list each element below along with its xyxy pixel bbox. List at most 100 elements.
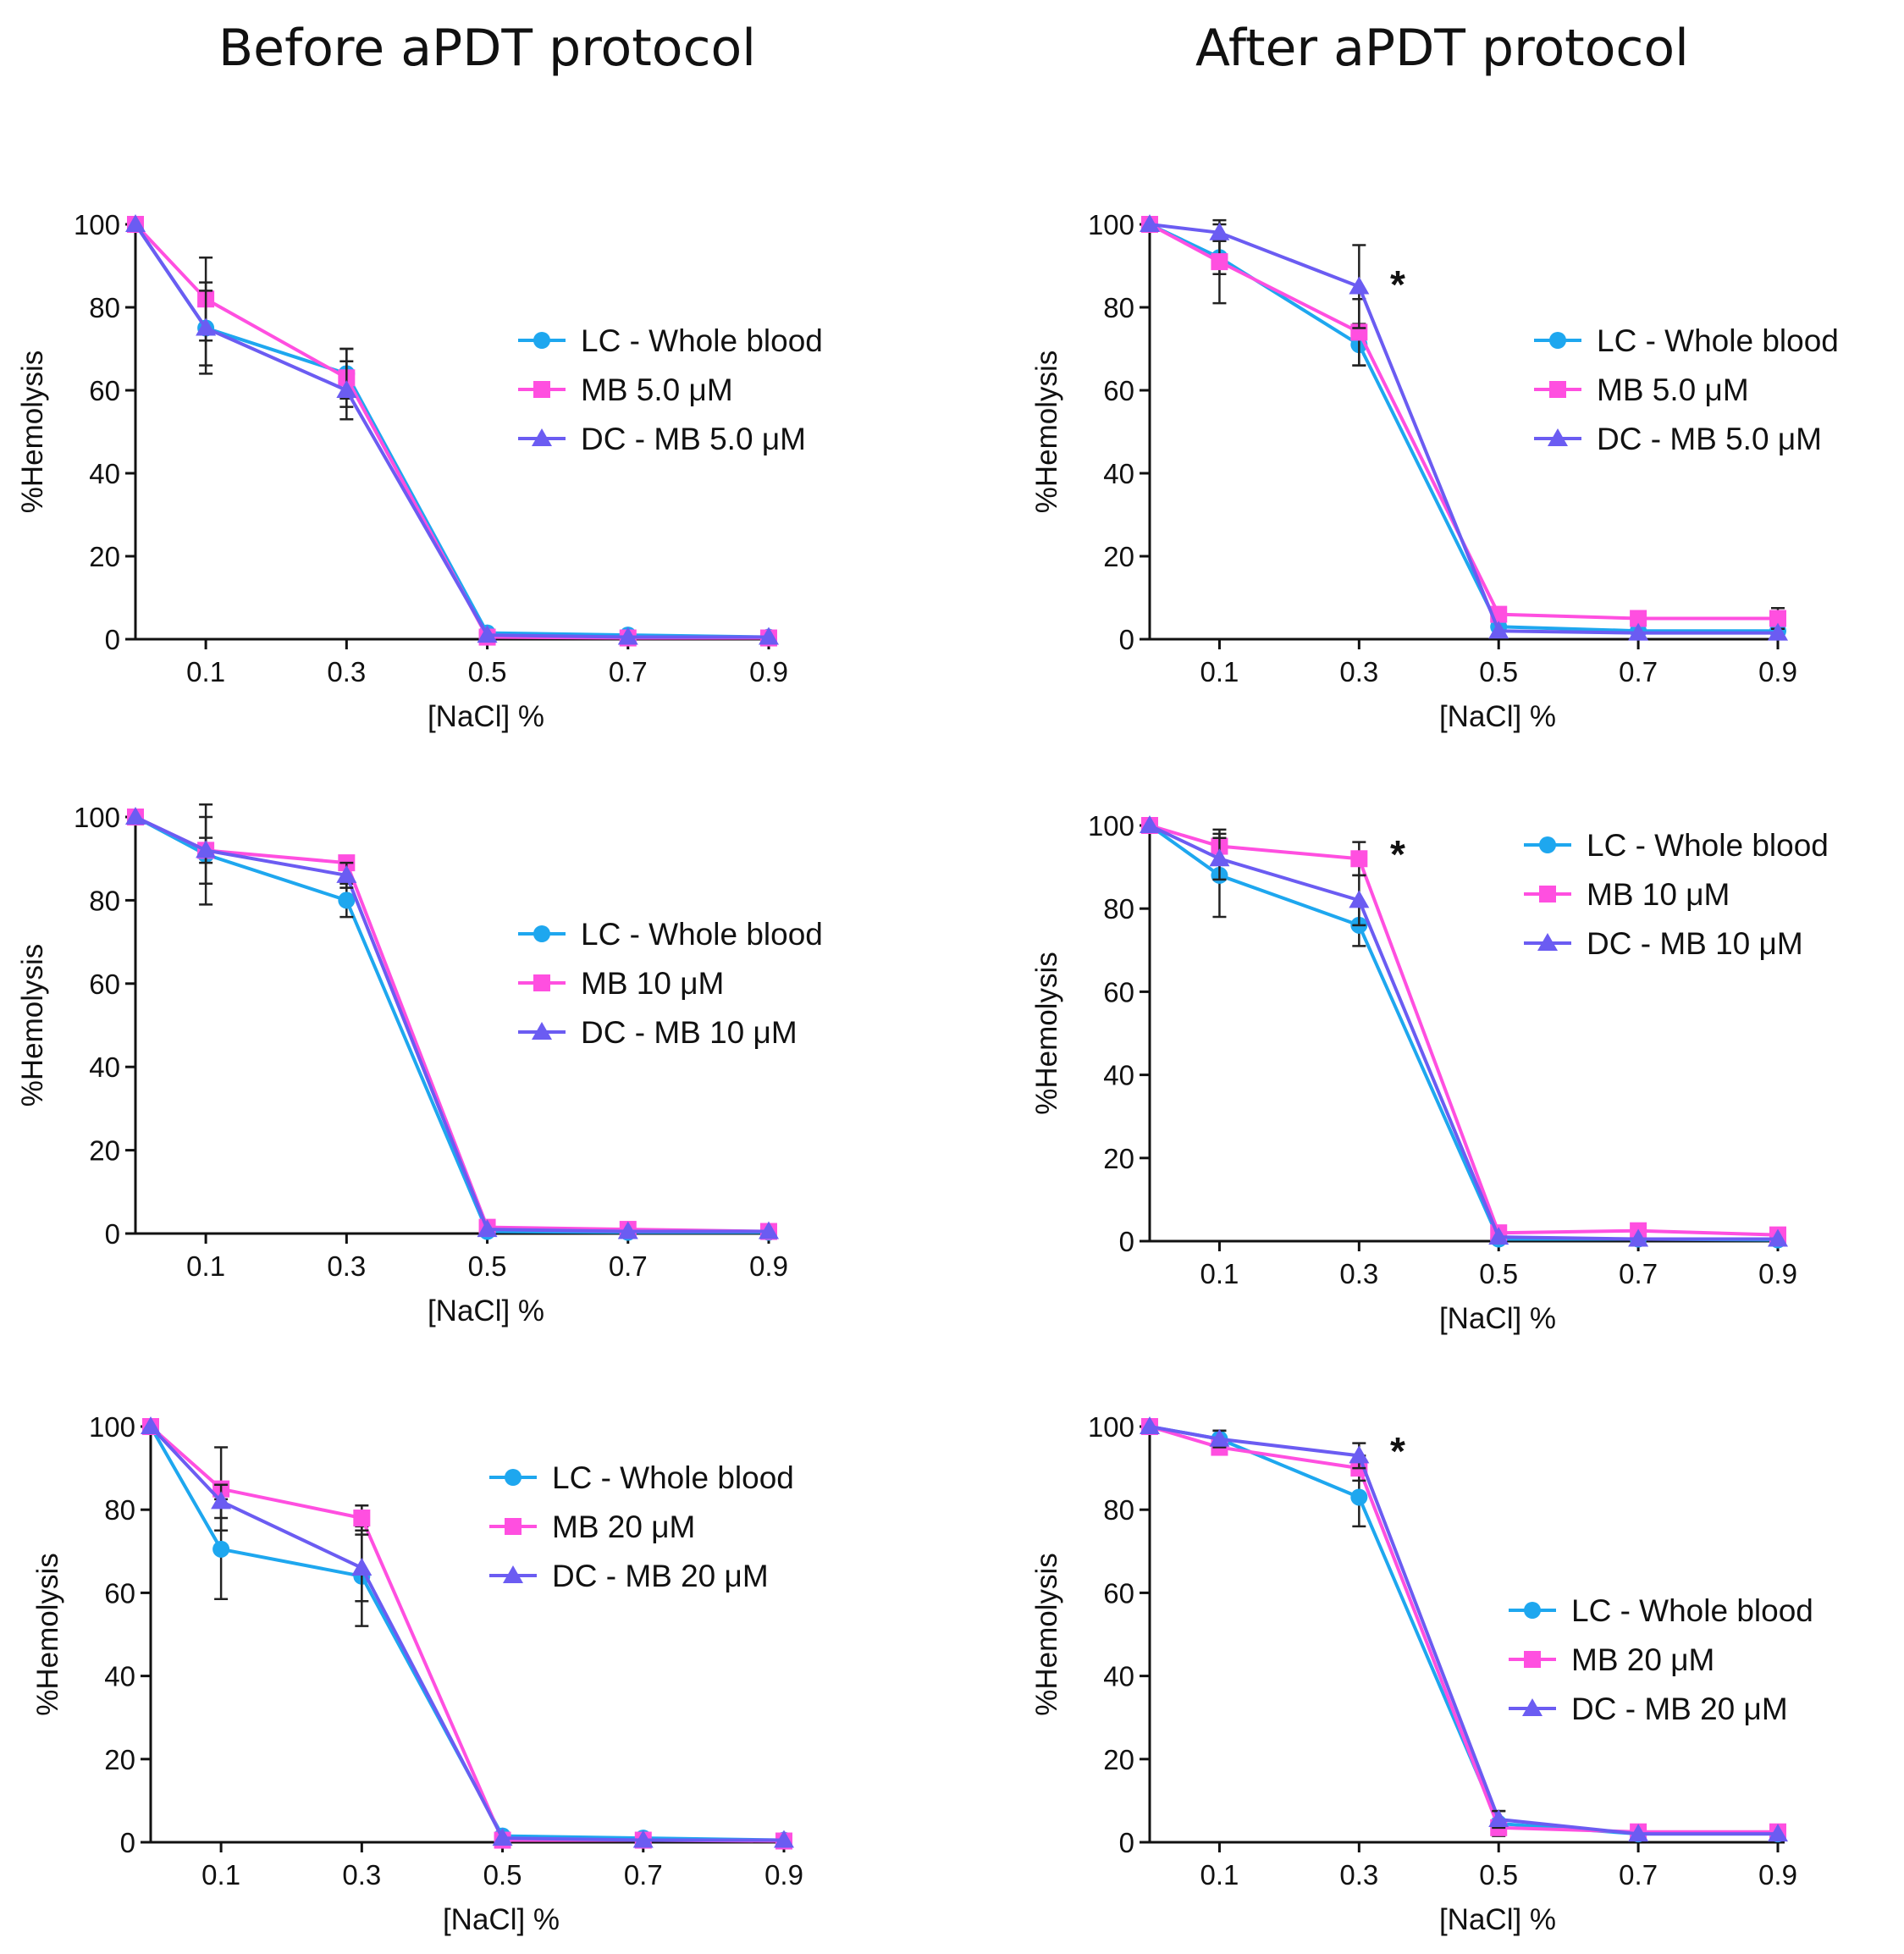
chart-panel-before-10: 0 20 40 60 80 100 0.1 0.3 0.5 0.7 0.9 [NaCl] % %Hemo… [16,802,823,1328]
y-tick-label: 80 [1103,292,1134,323]
significance-marker: * [1390,1429,1405,1473]
x-tick-label: 0.5 [1479,1258,1518,1289]
y-axis-label: %Hemolysis [1030,952,1063,1115]
legend-marker [1539,886,1556,902]
y-tick-label: 40 [104,1661,135,1692]
legend: LC - Whole blood MB 20 μM DC - MB 20 μM [489,1460,794,1593]
data-point [1349,890,1370,908]
x-tick-label: 0.3 [1339,656,1378,687]
legend-marker [533,332,550,349]
y-tick-label: 80 [1103,893,1134,925]
x-tick-label: 0.3 [327,1250,366,1282]
x-tick-label: 0.3 [342,1859,381,1891]
legend-marker [1522,1698,1543,1716]
y-tick-label: 20 [1103,541,1134,572]
data-point [1488,1808,1509,1827]
series-2 [1140,1416,1788,1842]
y-tick-label: 20 [104,1744,135,1775]
x-tick-label: 0.7 [1619,656,1658,687]
y-axis-label: %Hemolysis [16,351,49,514]
series-line [149,1425,784,1842]
data-point [632,1830,654,1848]
y-tick-label: 60 [1103,375,1134,406]
y-tick-label: 0 [120,1827,135,1858]
data-point [351,1557,373,1576]
x-axis-label: [NaCl] % [1439,700,1556,733]
x-tick-label: 0.9 [1758,1859,1797,1891]
series-line [1149,1425,1778,1834]
y-axis-label: %Hemolysis [16,944,49,1107]
data-point [141,1416,161,1434]
legend-marker [533,925,550,942]
data-point [1140,214,1160,232]
data-point [1768,1228,1788,1247]
series-2 [141,1416,794,1848]
y-tick-label: 80 [104,1494,135,1526]
data-point [1140,1416,1160,1434]
legend-marker [533,974,550,991]
legend-label: MB 10 μM [581,966,724,1001]
data-point [1628,622,1649,641]
x-tick-label: 0.9 [1758,1258,1797,1289]
x-tick-label: 0.7 [1619,1859,1658,1891]
series-2 [1140,214,1788,641]
x-tick-label: 0.1 [201,1859,240,1891]
series-line [1149,1425,1778,1836]
x-tick-label: 0.3 [1339,1258,1378,1289]
y-tick-label: 60 [1103,1577,1134,1609]
legend: LC - Whole blood MB 10 μM DC - MB 10 μM [1524,828,1829,961]
data-point [1769,610,1786,627]
x-tick-label: 0.7 [609,1250,648,1282]
series-line [1149,223,1778,621]
x-tick-label: 0.5 [468,656,507,687]
data-point [759,1221,779,1239]
legend-marker [1549,381,1566,398]
y-tick-label: 100 [74,209,120,240]
y-axis-label: %Hemolysis [1030,1553,1063,1716]
legend-marker [533,381,550,398]
y-tick-label: 100 [1088,209,1134,240]
y-tick-label: 100 [74,802,120,833]
y-tick-label: 60 [1103,976,1134,1007]
legend-label: DC - MB 10 μM [1587,926,1803,961]
series-2 [125,807,779,1239]
series-2 [1140,815,1788,1247]
x-tick-label: 0.5 [483,1859,522,1891]
legend-marker [505,1518,522,1535]
legend-label: DC - MB 5.0 μM [581,422,806,456]
y-tick-label: 60 [89,969,120,1000]
legend-label: LC - Whole blood [581,323,823,358]
legend-label: LC - Whole blood [1587,828,1829,863]
x-tick-label: 0.9 [764,1859,803,1891]
x-axis-label: [NaCl] % [1439,1903,1556,1936]
legend-label: MB 10 μM [1587,877,1730,912]
y-tick-label: 80 [89,885,120,916]
data-point [1209,848,1230,867]
data-point [1628,1228,1649,1247]
data-point [1140,815,1160,833]
data-point [211,1491,232,1510]
x-tick-label: 0.1 [1200,656,1239,687]
legend: LC - Whole blood MB 5.0 μM DC - MB 5.0 μM [1534,323,1839,456]
data-point [353,1510,371,1527]
legend-marker [532,428,552,446]
x-tick-label: 0.7 [1619,1258,1658,1289]
y-tick-label: 60 [104,1577,135,1609]
y-tick-label: 20 [1103,1143,1134,1174]
y-tick-label: 0 [1119,1827,1134,1858]
chart-panel-after-10: 0 20 40 60 80 100 0.1 0.3 0.5 0.7 0.9 [NaCl] % %Hemo… [1030,810,1829,1335]
x-axis-label: [NaCl] % [443,1903,560,1936]
y-tick-label: 0 [1119,1226,1134,1257]
y-tick-label: 100 [89,1411,135,1443]
y-tick-label: 0 [105,1218,120,1250]
y-tick-label: 100 [1088,1411,1134,1443]
data-point [1488,1227,1509,1245]
y-tick-label: 40 [1103,1060,1134,1091]
chart-panel-before-20: 0 20 40 60 80 100 0.1 0.3 0.5 0.7 0.9 [NaCl] % %Hemo… [31,1411,803,1936]
data-point [196,840,217,858]
data-point [1630,610,1647,627]
data-point [1209,222,1230,240]
series-line [1149,1425,1778,1836]
x-tick-label: 0.7 [624,1859,663,1891]
